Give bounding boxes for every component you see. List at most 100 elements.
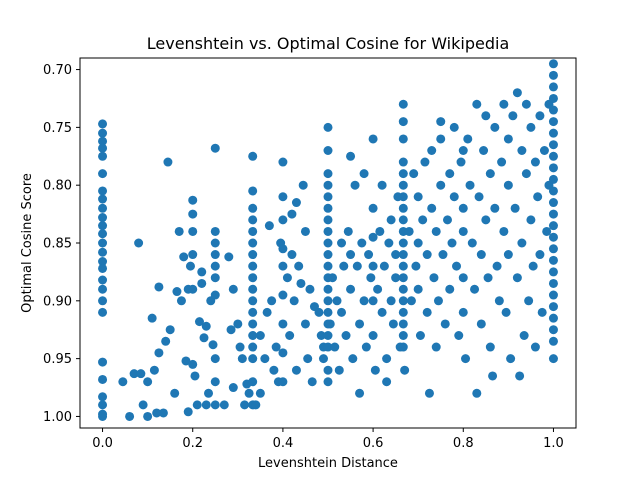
- data-point: [548, 267, 558, 277]
- data-point: [98, 374, 108, 384]
- data-point: [422, 307, 432, 317]
- data-point: [323, 365, 333, 375]
- data-point: [461, 354, 471, 364]
- data-point: [479, 146, 489, 155]
- data-point: [391, 250, 401, 260]
- data-point: [188, 250, 198, 260]
- data-point: [485, 169, 495, 179]
- data-point: [533, 192, 543, 202]
- data-point: [278, 348, 288, 358]
- data-point: [323, 180, 333, 190]
- data-point: [323, 307, 333, 317]
- data-point: [294, 261, 304, 271]
- data-point: [163, 157, 173, 167]
- data-point: [98, 296, 108, 306]
- data-point: [282, 273, 292, 283]
- x-tick-label: 1.0: [543, 436, 564, 451]
- data-point: [269, 365, 279, 375]
- data-point: [436, 134, 446, 144]
- x-tick-label: 0.8: [453, 436, 474, 451]
- data-point: [316, 331, 326, 340]
- data-point: [248, 203, 258, 213]
- data-point: [289, 296, 299, 306]
- data-point: [98, 357, 108, 367]
- data-point: [548, 82, 558, 92]
- data-point: [98, 119, 108, 129]
- data-point: [323, 261, 333, 271]
- data-point: [548, 221, 558, 231]
- data-point: [548, 117, 558, 127]
- data-point: [409, 169, 419, 179]
- data-point: [472, 388, 482, 398]
- data-point: [537, 307, 547, 317]
- data-point: [474, 192, 484, 202]
- data-point: [352, 261, 362, 271]
- data-point: [521, 169, 531, 179]
- data-point: [379, 261, 389, 271]
- data-point: [355, 319, 365, 329]
- data-point: [248, 307, 258, 317]
- data-point: [192, 400, 202, 410]
- data-point: [526, 122, 536, 132]
- data-point: [134, 238, 144, 248]
- data-point: [548, 140, 558, 150]
- data-point: [422, 250, 432, 260]
- data-point: [278, 192, 288, 202]
- data-point: [346, 284, 356, 294]
- data-point: [98, 247, 108, 257]
- data-point: [190, 371, 200, 381]
- data-point: [143, 377, 153, 387]
- data-point: [197, 267, 207, 277]
- data-point: [449, 122, 459, 132]
- data-point: [470, 284, 480, 294]
- data-point: [278, 319, 288, 329]
- data-point: [510, 203, 520, 213]
- data-point: [332, 296, 342, 306]
- data-point: [255, 331, 265, 340]
- data-point: [542, 226, 552, 236]
- data-point: [398, 331, 408, 340]
- data-point: [499, 99, 509, 109]
- data-point: [307, 377, 317, 387]
- data-point: [174, 226, 184, 236]
- data-point: [548, 163, 558, 173]
- data-point: [323, 215, 333, 225]
- data-point: [323, 169, 333, 179]
- data-point: [515, 371, 525, 381]
- data-point: [519, 331, 529, 340]
- data-point: [303, 354, 313, 364]
- data-point: [98, 275, 108, 285]
- data-point: [530, 157, 540, 167]
- data-point: [323, 296, 333, 306]
- data-point: [481, 111, 491, 121]
- data-point: [368, 331, 378, 340]
- data-point: [323, 122, 333, 132]
- data-point: [413, 284, 423, 294]
- data-point: [548, 174, 558, 184]
- data-point: [323, 146, 333, 155]
- data-point: [185, 261, 195, 271]
- data-point: [346, 250, 356, 260]
- plot-frame: [79, 57, 577, 429]
- data-point: [445, 284, 455, 294]
- data-point: [323, 377, 333, 387]
- data-point: [248, 151, 258, 161]
- data-point: [199, 333, 209, 343]
- data-point: [98, 194, 108, 204]
- data-point: [458, 226, 468, 236]
- data-point: [179, 252, 189, 262]
- data-point: [337, 238, 347, 248]
- data-point: [248, 319, 258, 329]
- y-tick-label: 1.00: [43, 410, 72, 425]
- data-point: [427, 146, 437, 155]
- data-point: [483, 273, 493, 283]
- data-point: [255, 388, 265, 398]
- data-point: [440, 319, 450, 329]
- data-point: [524, 296, 534, 306]
- data-point: [492, 261, 502, 271]
- data-point: [366, 273, 376, 283]
- data-point: [240, 400, 250, 410]
- data-point: [398, 117, 408, 127]
- data-point: [248, 215, 258, 225]
